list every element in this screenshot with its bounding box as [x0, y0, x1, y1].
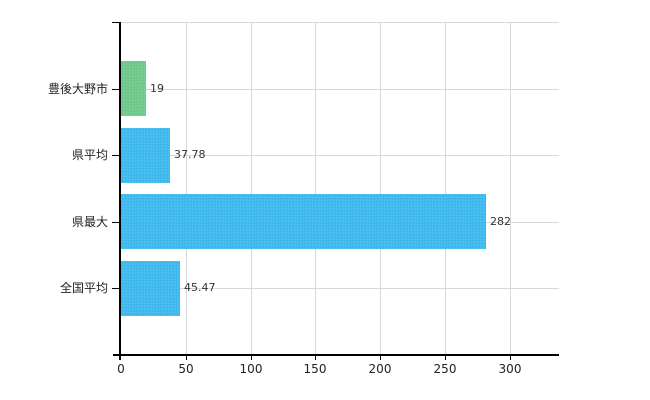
bar-value-label: 37.78 — [174, 148, 206, 161]
h-gridline — [121, 89, 559, 90]
x-tick — [510, 356, 511, 360]
category-label: 県最大 — [71, 215, 108, 229]
x-tick-label: 300 — [498, 362, 522, 376]
category-label: 豊後大野市 — [47, 82, 108, 96]
category-tick — [112, 288, 120, 289]
x-tick-label: 50 — [178, 362, 194, 376]
v-gridline — [444, 22, 446, 355]
v-gridline — [185, 22, 187, 355]
category-tick — [112, 222, 120, 223]
plot-top-border — [121, 22, 559, 23]
x-tick-label: 0 — [117, 362, 125, 376]
x-tick — [315, 356, 316, 360]
bar — [121, 261, 180, 316]
bar — [121, 128, 170, 183]
bar — [121, 61, 146, 116]
bar — [121, 194, 486, 249]
x-tick — [445, 356, 446, 360]
v-gridline — [509, 22, 511, 355]
y-axis-line — [119, 22, 121, 360]
x-tick-label: 250 — [433, 362, 457, 376]
x-tick-label: 200 — [368, 362, 392, 376]
category-tick — [112, 89, 120, 90]
x-tick-label: 150 — [303, 362, 327, 376]
x-tick — [380, 356, 381, 360]
v-gridline — [250, 22, 252, 355]
category-tick — [112, 155, 120, 156]
bar-value-label: 282 — [490, 215, 511, 228]
h-gridline — [121, 288, 559, 289]
category-label: 全国平均 — [59, 281, 108, 295]
x-tick — [186, 356, 187, 360]
x-tick — [251, 356, 252, 360]
h-gridline — [121, 155, 559, 156]
bar-value-label: 19 — [150, 82, 164, 95]
v-gridline — [380, 22, 382, 355]
v-gridline — [315, 22, 317, 355]
y-axis-top-tick — [112, 22, 120, 23]
category-label: 県平均 — [71, 148, 108, 162]
x-tick-label: 100 — [239, 362, 263, 376]
bar-value-label: 45.47 — [184, 281, 216, 294]
x-axis-line — [113, 354, 559, 356]
